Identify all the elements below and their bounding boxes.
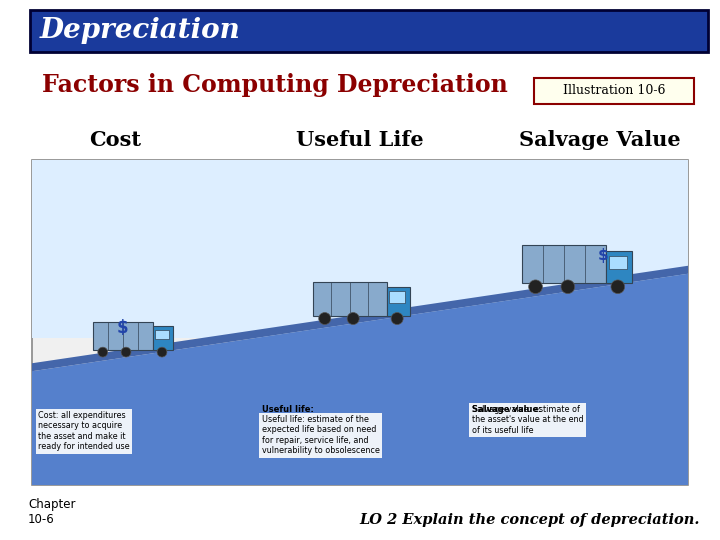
Text: Useful Life: Useful Life [296,130,424,150]
Text: Chapter
10-6: Chapter 10-6 [28,498,76,526]
Text: Depreciation: Depreciation [40,17,240,44]
Text: Useful life:: Useful life: [261,405,313,414]
Text: LO 2 Explain the concept of depreciation.: LO 2 Explain the concept of depreciation… [359,513,700,527]
Text: Cost: Cost [89,130,141,150]
Bar [522,245,606,284]
Circle shape [319,313,330,325]
Polygon shape [32,274,688,485]
Text: Useful life: estimate of the
expected life based on need
for repair, service lif: Useful life: estimate of the expected li… [261,415,379,455]
Polygon shape [32,266,688,372]
Circle shape [528,280,542,294]
Text: Salvage Value: Salvage Value [519,130,681,150]
Circle shape [611,280,625,294]
Bar [389,292,405,303]
Bar [534,78,694,104]
Bar [387,287,410,315]
Bar [156,330,168,339]
Bar [32,160,688,485]
Circle shape [98,347,108,357]
Bar [313,282,387,315]
Bar [93,322,153,350]
Text: Salvage value:: Salvage value: [472,405,541,414]
Text: $: $ [598,248,608,263]
Bar [153,326,173,350]
Text: Illustration 10-6: Illustration 10-6 [563,84,665,98]
Bar [608,256,627,269]
Text: Cost: all expenditures
necessary to acquire
the asset and make it
ready for inte: Cost: all expenditures necessary to acqu… [38,411,130,451]
Bar [30,10,708,52]
Circle shape [347,313,359,325]
Circle shape [391,313,403,325]
Circle shape [121,347,131,357]
Text: Salvage value: estimate of
the asset's value at the end
of its useful life: Salvage value: estimate of the asset's v… [472,405,583,435]
Bar [606,251,632,284]
Circle shape [561,280,575,294]
Text: Factors in Computing Depreciation: Factors in Computing Depreciation [42,73,508,97]
Bar [32,160,688,338]
Text: $: $ [116,319,127,336]
Circle shape [157,347,167,357]
